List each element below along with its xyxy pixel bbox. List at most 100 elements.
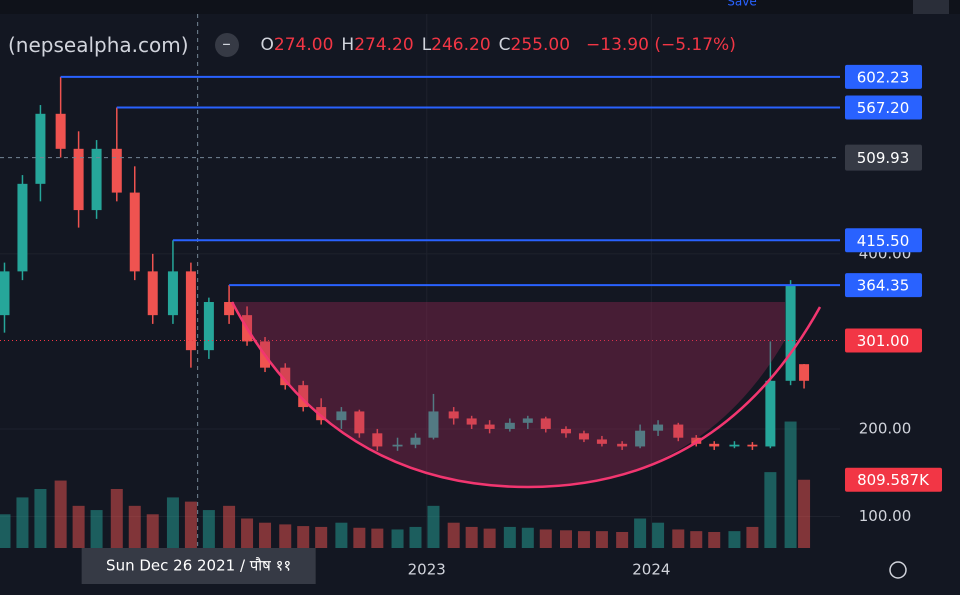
- level-label-box: [845, 64, 922, 89]
- volume-bar: [128, 505, 141, 548]
- volume-bar: [447, 522, 460, 548]
- crosshair-price-box: [845, 144, 922, 171]
- toggle[interactable]: –: [214, 33, 239, 57]
- candle-body: [466, 418, 477, 425]
- volume-bar: [166, 497, 179, 548]
- candle-body: [484, 424, 495, 429]
- header: (nepsealpha.com) – O274.00 H274.20 L246.20…: [8, 30, 736, 60]
- candle-body: [185, 271, 196, 351]
- volume-bar: [0, 514, 11, 548]
- candle-body: [709, 443, 720, 447]
- volume-bar: [559, 530, 572, 548]
- candle-body: [560, 428, 571, 434]
- volume-bar: [764, 472, 777, 548]
- volume-bar: [634, 518, 647, 548]
- volume-bar: [34, 488, 47, 548]
- candle-body: [73, 148, 84, 211]
- volume-bar: [798, 479, 811, 548]
- ohlc-key: O: [260, 35, 274, 55]
- volume-bar: [371, 528, 384, 548]
- candle-body: [410, 437, 421, 445]
- level-label: 364.35: [857, 277, 910, 295]
- candle-body: [428, 411, 439, 438]
- level-label-box: [845, 95, 922, 120]
- ohlc-value: 255.00: [510, 35, 571, 55]
- volume-bar: [202, 510, 215, 548]
- source: (nepsealpha.com): [8, 33, 189, 57]
- x-tick-label: 2024: [632, 561, 670, 579]
- level-label: 602.23: [857, 68, 910, 86]
- volume-bar: [503, 526, 516, 548]
- candle-body: [617, 443, 628, 447]
- volume-bar: [746, 526, 759, 548]
- candle-body: [392, 444, 403, 447]
- ohlc-value: 274.20: [354, 35, 414, 55]
- candle-body: [504, 422, 515, 429]
- candle-body: [540, 418, 551, 429]
- volume-bar: [315, 526, 328, 548]
- volume-bar: [72, 505, 85, 548]
- ohlc-value: 274.00: [273, 35, 334, 55]
- ohlc-key: H: [341, 35, 355, 55]
- settings-icon[interactable]: [889, 561, 907, 579]
- volume-bar: [539, 529, 552, 548]
- volume-bar: [241, 518, 254, 548]
- volume-bar: [16, 497, 29, 548]
- level-label-box: [845, 228, 922, 253]
- volume-bar: [616, 531, 629, 548]
- candle-body: [799, 364, 810, 381]
- volume-bar: [652, 522, 665, 548]
- volume-bar: [391, 529, 404, 548]
- volume-bar: [690, 531, 703, 548]
- candle-body: [17, 183, 28, 272]
- toolbar-button[interactable]: [913, 0, 949, 14]
- cup-fill: [232, 302, 785, 487]
- level-label-box: [845, 273, 922, 298]
- candle-body: [635, 430, 646, 447]
- toolbar: [0, 0, 960, 14]
- candle-body: [673, 424, 684, 438]
- last-price-box: [845, 328, 922, 353]
- x-tick-label: 2023: [408, 561, 446, 579]
- crosshair-date-label: Sun Dec 26 2021 / पौष ११: [106, 557, 291, 575]
- volume-bar: [223, 505, 236, 548]
- candle-body: [91, 148, 102, 211]
- volume-bar: [595, 531, 608, 548]
- volume-bar: [784, 421, 797, 548]
- candle-body: [316, 407, 327, 421]
- volume-bar: [465, 526, 478, 548]
- level-label: 567.20: [857, 99, 910, 117]
- candle-body: [129, 192, 140, 272]
- volume-bar: [335, 522, 348, 548]
- candle-body: [729, 444, 740, 447]
- last-volume-label: 809.587K: [857, 471, 930, 489]
- candle-body: [596, 439, 607, 444]
- plot-area: [0, 14, 840, 548]
- candle-body: [765, 380, 776, 447]
- last-price-label: 301.00: [857, 332, 910, 350]
- volume-bar: [54, 480, 67, 548]
- volume-bar: [409, 526, 422, 548]
- volume-bar: [728, 531, 741, 548]
- candle-body: [167, 271, 178, 316]
- ohlc-value: 246.20: [431, 35, 491, 55]
- ohlc-key: C: [498, 35, 511, 55]
- candle-body: [372, 433, 383, 447]
- candle-body: [147, 271, 158, 316]
- change: −13.90 (−5.17%): [586, 35, 736, 55]
- ohlc-key: L: [421, 35, 432, 55]
- level-label: 415.50: [857, 232, 910, 250]
- volume-bar: [184, 501, 197, 548]
- volume-bar: [483, 528, 496, 548]
- candle-body: [111, 148, 122, 193]
- candle-body: [280, 367, 291, 386]
- volume-bar: [279, 524, 292, 548]
- y-tick-label: 100.00: [859, 507, 912, 525]
- volume-bar: [90, 510, 103, 548]
- save-button[interactable]: Save: [727, 0, 756, 9]
- candle-body: [224, 302, 235, 316]
- volume-bar: [708, 531, 721, 548]
- volume-bar: [110, 488, 123, 548]
